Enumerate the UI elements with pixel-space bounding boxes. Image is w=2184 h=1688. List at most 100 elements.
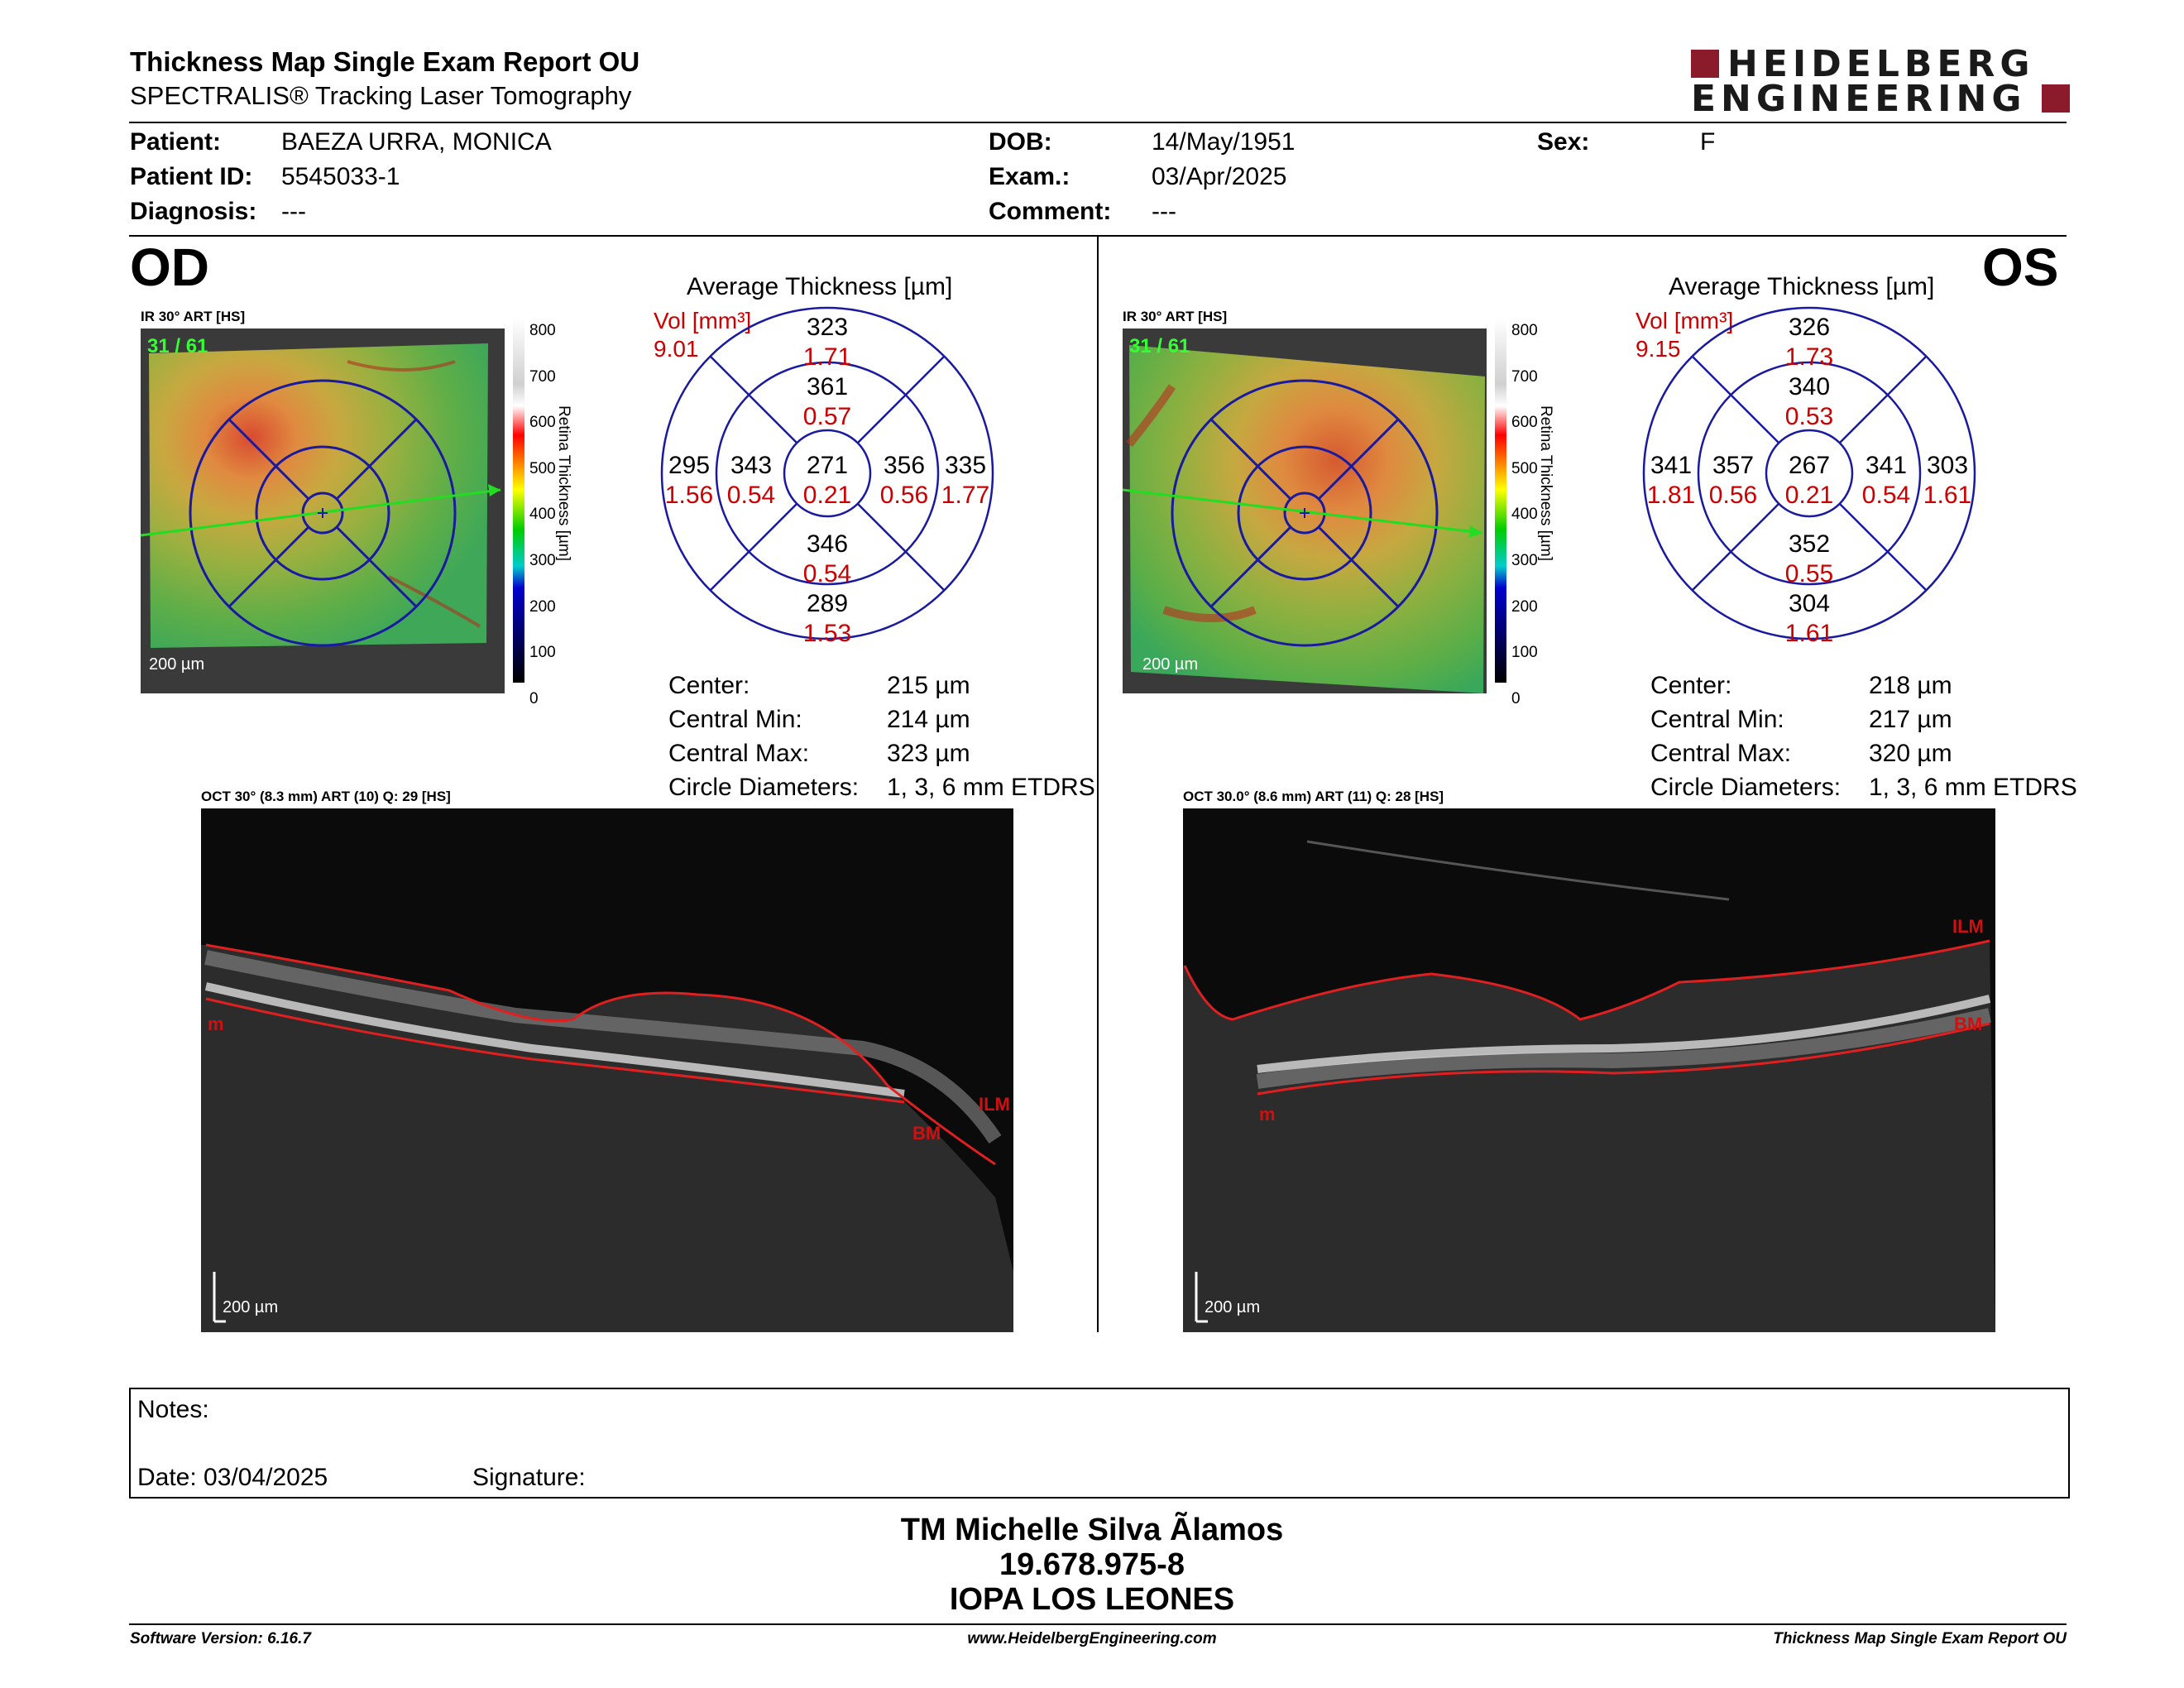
od-ir-scale: 200 µm: [149, 655, 205, 674]
os-outer-left-thickness: 341: [1650, 452, 1693, 479]
od-bm-label: BM: [912, 1123, 941, 1144]
od-inner-bottom: 346 0.54: [786, 530, 869, 589]
od-inner-top-thickness: 361: [806, 373, 849, 400]
patient-id-label: Patient ID:: [130, 163, 253, 190]
od-tick-7: 100: [529, 644, 556, 662]
os-outer-top-volume: 1.73: [1784, 343, 1834, 371]
os-inner-right-thickness: 341: [1865, 452, 1908, 479]
os-vol-total: 9.15: [1636, 336, 1681, 362]
od-max-label: Central Max:: [668, 740, 810, 767]
patient-name: BAEZA URRA, MONICA: [281, 128, 552, 156]
od-inner-right: 356 0.56: [875, 451, 933, 511]
os-center: 267 0.21: [1776, 451, 1842, 511]
os-outer-left-volume: 1.81: [1646, 482, 1696, 509]
od-colorbar-ticks: 800 700 600 500 400 300 200 100 0: [529, 308, 563, 722]
eye-divider: [1097, 237, 1099, 1332]
od-inner-right-thickness: 356: [883, 452, 926, 479]
od-stats-labels: Center: Central Min: Central Max: Circle…: [668, 669, 859, 804]
eye-label-os: OS: [1982, 237, 2059, 297]
od-outer-bottom-volume: 1.53: [802, 620, 852, 647]
od-tick-5: 300: [529, 551, 556, 569]
date-label: Date: 03/04/2025: [137, 1464, 328, 1491]
od-min-value: 214 µm: [887, 706, 970, 733]
od-center-thickness: 271: [806, 452, 849, 479]
header-divider: [129, 122, 2067, 123]
logo-line2: ENGINEERING: [1691, 78, 2027, 120]
signoff-name: TM Michelle Silva Ãlamos: [900, 1513, 1284, 1547]
footer-report-name: Thickness Map Single Exam Report OU: [1773, 1630, 2067, 1647]
os-colorbar: [1495, 319, 1506, 683]
comment-value: ---: [1152, 198, 1176, 225]
report-subtitle: SPECTRALIS® Tracking Laser Tomography: [130, 81, 632, 110]
od-outer-bottom: 289 1.53: [786, 589, 869, 649]
od-tick-3: 500: [529, 459, 556, 477]
od-min-label: Central Min:: [668, 706, 802, 733]
od-inner-right-volume: 0.56: [879, 482, 929, 509]
os-outer-left: 341 1.81: [1642, 451, 1700, 511]
od-inner-top-volume: 0.57: [802, 403, 852, 430]
od-outer-top-thickness: 323: [806, 314, 849, 341]
od-oct-bscan: ILM BM m 200 µm: [201, 808, 1013, 1332]
od-etdrs-grid: [660, 306, 994, 640]
website-link[interactable]: www.HeidelbergEngineering.com: [967, 1630, 1217, 1647]
os-outer-top-thickness: 326: [1788, 314, 1831, 341]
od-outer-top: 323 1.71: [786, 313, 869, 372]
patient-id: 5545033-1: [281, 163, 400, 190]
od-vol-total: 9.01: [654, 336, 699, 362]
os-inner-bottom-volume: 0.55: [1784, 560, 1834, 587]
logo-square-left: [1691, 50, 1719, 78]
signoff-institution: IOPA LOS LEONES: [949, 1582, 1235, 1617]
od-outer-bottom-thickness: 289: [806, 590, 849, 617]
od-center: 271 0.21: [794, 451, 860, 511]
sex-label: Sex:: [1537, 128, 1590, 156]
os-outer-right-thickness: 303: [1926, 452, 1969, 479]
os-inner-right-volume: 0.54: [1861, 482, 1911, 509]
od-diam-label: Circle Diameters:: [668, 774, 860, 801]
od-tick-6: 200: [529, 597, 556, 616]
od-outer-left-thickness: 295: [668, 452, 711, 479]
os-tick-3: 500: [1511, 459, 1538, 477]
diagnosis-value: ---: [281, 198, 306, 225]
os-min-value: 217 µm: [1869, 706, 1952, 733]
od-diam-value: 1, 3, 6 mm ETDRS: [887, 774, 1095, 801]
exam-label: Exam.:: [989, 163, 1070, 190]
os-inner-top-thickness: 340: [1788, 373, 1831, 400]
diagnosis-label: Diagnosis:: [130, 198, 257, 225]
od-vol-label: Vol [mm³]: [654, 308, 752, 333]
os-avg-title: Average Thickness [µm]: [1669, 273, 1935, 300]
os-tick-8: 0: [1511, 689, 1521, 707]
od-tick-4: 400: [529, 506, 556, 524]
report-title: Thickness Map Single Exam Report OU: [130, 46, 640, 77]
os-tick-4: 400: [1511, 506, 1538, 524]
od-outer-left-volume: 1.56: [664, 482, 714, 509]
os-frame-label: 31 / 61: [1129, 335, 1190, 357]
os-inner-left: 357 0.56: [1704, 451, 1762, 511]
os-bm-label: BM: [1954, 1014, 1983, 1034]
od-oct-scale: 200 µm: [223, 1298, 279, 1316]
os-diam-value: 1, 3, 6 mm ETDRS: [1869, 774, 2077, 801]
od-colorbar: [513, 319, 524, 683]
od-frame-label: 31 / 61: [147, 335, 208, 357]
od-avg-title: Average Thickness [µm]: [687, 273, 953, 300]
os-center-volume: 0.21: [1784, 482, 1834, 509]
heidelberg-logo: HEIDELBERG ENGINEERING: [1691, 43, 2076, 120]
od-tick-8: 0: [529, 689, 539, 707]
notes-box[interactable]: Notes: Date: 03/04/2025 Signature:: [129, 1388, 2070, 1499]
os-inner-right: 341 0.54: [1857, 451, 1915, 511]
od-outer-top-volume: 1.71: [802, 343, 852, 371]
os-ilm-label: ILM: [1952, 916, 1984, 937]
os-tick-6: 200: [1511, 597, 1538, 616]
os-tick-2: 600: [1511, 414, 1538, 432]
od-inner-top: 361 0.57: [786, 372, 869, 432]
logo-square-right: [2042, 84, 2070, 113]
od-max-value: 323 µm: [887, 740, 970, 767]
os-outer-bottom-thickness: 304: [1788, 590, 1831, 617]
os-min-label: Central Min:: [1650, 706, 1784, 733]
os-inner-top-volume: 0.53: [1784, 403, 1834, 430]
logo-line1: HEIDELBERG: [1727, 43, 2035, 85]
eye-label-od: OD: [130, 237, 209, 297]
os-inner-left-thickness: 357: [1712, 452, 1755, 479]
od-inner-bottom-volume: 0.54: [802, 560, 852, 587]
od-stats-values: 215 µm 214 µm 323 µm 1, 3, 6 mm ETDRS: [887, 669, 1095, 804]
os-inner-bottom-thickness: 352: [1788, 530, 1831, 558]
